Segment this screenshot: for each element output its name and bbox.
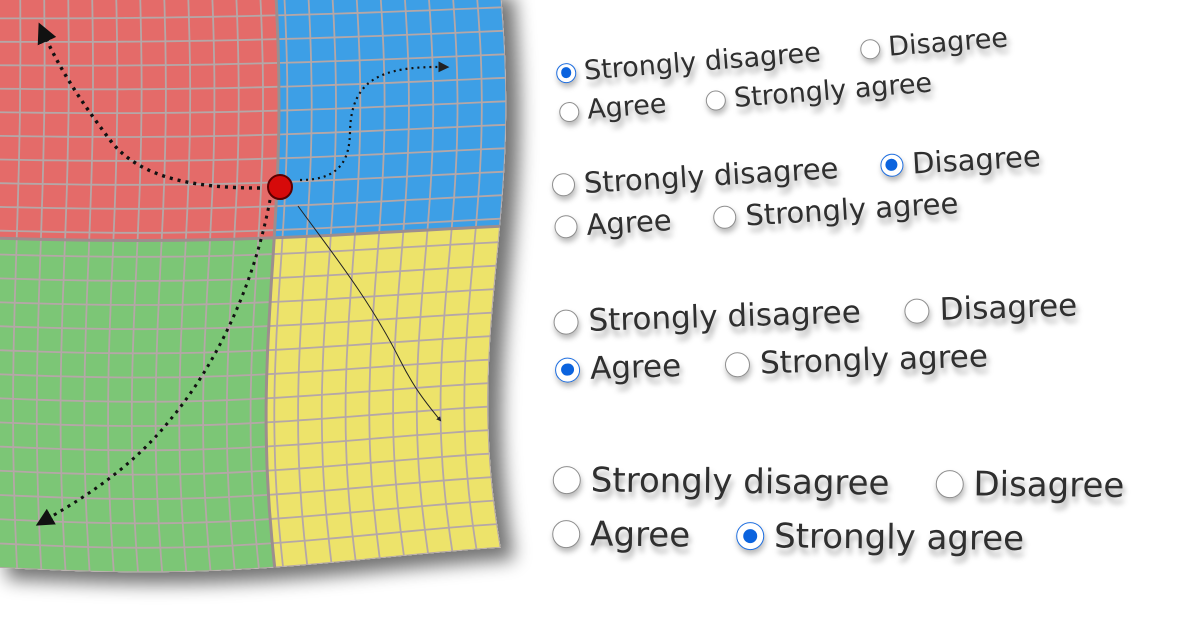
g2-radio-strongly-disagree[interactable]: [551, 172, 576, 197]
g2-option-disagree[interactable]: Disagree: [879, 138, 1042, 182]
g4-label-agree: Agree: [590, 514, 691, 556]
origin-dot: [267, 174, 293, 200]
g1-radio-agree[interactable]: [558, 100, 580, 123]
grid-line-horizontal: [0, 429, 489, 452]
g4-option-strongly-agree[interactable]: Strongly agree: [735, 516, 1025, 559]
g4-option-agree[interactable]: Agree: [552, 514, 690, 555]
grid-line-horizontal: [0, 100, 507, 114]
grid-line-horizontal: [0, 311, 493, 331]
g1-label-strongly-agree: Strongly agree: [732, 67, 934, 115]
grid-line-horizontal: [0, 217, 501, 234]
g1-radio-strongly-agree[interactable]: [705, 89, 727, 111]
g1-label-disagree: Disagree: [887, 22, 1010, 63]
g2-option-agree[interactable]: Agree: [553, 202, 673, 244]
g1-radio-strongly-disagree[interactable]: [555, 61, 577, 84]
grid-lines: [0, 0, 507, 573]
g2-radio-agree[interactable]: [553, 214, 579, 239]
g2-label-strongly-agree: Strongly agree: [744, 185, 960, 233]
g4-radio-strongly-agree[interactable]: [735, 521, 765, 551]
g1-radio-disagree[interactable]: [859, 37, 882, 60]
grid-line-horizontal: [0, 523, 498, 549]
g3-radio-disagree[interactable]: [904, 297, 931, 324]
grid-line-horizontal: [0, 499, 494, 525]
grid-line-horizontal: [0, 194, 503, 210]
g3-radio-strongly-disagree[interactable]: [553, 308, 579, 335]
grid-line-horizontal: [0, 382, 489, 403]
grid-line-horizontal: [0, 335, 491, 355]
g1-option-strongly-agree[interactable]: Strongly agree: [705, 68, 933, 117]
grid-line-horizontal: [0, 288, 495, 306]
quadrant-grid-svg: [0, 0, 507, 573]
g2-label-disagree: Disagree: [911, 138, 1042, 181]
quadrant-top-left: [0, 0, 279, 241]
likert-group-4-row-1: Strongly disagree Disagree: [552, 460, 1124, 506]
quadrant-illustration: [0, 0, 540, 628]
arrow-up-right: [299, 61, 450, 182]
g3-radio-strongly-agree[interactable]: [724, 351, 751, 378]
grid-line-horizontal: [0, 476, 492, 500]
quadrant-dividers: [0, 0, 501, 568]
g3-option-strongly-disagree[interactable]: Strongly disagree: [553, 294, 861, 340]
arrow-down-right: [297, 205, 442, 422]
g4-radio-agree[interactable]: [552, 519, 581, 549]
g4-label-strongly-disagree: Strongly disagree: [590, 460, 890, 504]
grid-line-horizontal: [0, 405, 489, 427]
grid-line-horizontal: [0, 264, 497, 282]
g3-option-disagree[interactable]: Disagree: [904, 288, 1078, 329]
g2-radio-disagree[interactable]: [879, 152, 904, 177]
likert-group-3-row-2: Agree Strongly agree: [554, 336, 1080, 388]
grid-line-horizontal: [0, 29, 504, 43]
g4-radio-disagree[interactable]: [935, 470, 964, 499]
grid-line-horizontal: [0, 241, 499, 258]
likert-group-3-row-1: Strongly disagree Disagree: [553, 288, 1078, 340]
g4-option-disagree[interactable]: Disagree: [935, 464, 1124, 506]
grid-line-horizontal: [0, 170, 505, 186]
g1-option-disagree[interactable]: Disagree: [859, 22, 1009, 64]
grid-line-horizontal: [0, 147, 506, 162]
grid-line-horizontal: [0, 6, 503, 20]
g4-label-strongly-agree: Strongly agree: [773, 516, 1025, 559]
grid-line-horizontal: [0, 123, 507, 138]
arrow-up-left: [37, 22, 261, 190]
g2-label-strongly-disagree: Strongly disagree: [582, 150, 840, 201]
quadrant-divider-vertical: [264, 0, 281, 568]
g2-radio-strongly-agree[interactable]: [712, 204, 738, 229]
g3-label-disagree: Disagree: [939, 287, 1078, 328]
grid-line-horizontal: [0, 53, 506, 67]
g3-option-strongly-agree[interactable]: Strongly agree: [724, 338, 989, 382]
quadrant-bottom-left: [0, 237, 275, 573]
likert-group-4-row-2: Agree Strongly agree: [552, 514, 1124, 560]
g4-option-strongly-disagree[interactable]: Strongly disagree: [552, 460, 890, 504]
g3-label-agree: Agree: [589, 348, 682, 387]
g3-radio-agree[interactable]: [554, 356, 581, 383]
grid-line-horizontal: [0, 452, 490, 476]
likert-group-2: Strongly disagree Disagree Agree Strongl…: [551, 139, 1045, 252]
g1-option-agree[interactable]: Agree: [558, 88, 668, 127]
g2-option-strongly-disagree[interactable]: Strongly disagree: [551, 151, 839, 202]
g1-label-agree: Agree: [585, 88, 668, 126]
g4-label-disagree: Disagree: [973, 464, 1125, 506]
quadrant-divider-horizontal: [0, 224, 501, 242]
grid-line-horizontal: [0, 358, 490, 379]
g2-option-strongly-agree[interactable]: Strongly agree: [712, 186, 959, 234]
g2-label-agree: Agree: [585, 202, 673, 242]
g3-label-strongly-agree: Strongly agree: [759, 338, 989, 382]
g3-label-strongly-disagree: Strongly disagree: [587, 294, 862, 339]
grid-line-horizontal: [0, 76, 506, 91]
g3-option-agree[interactable]: Agree: [554, 348, 682, 388]
likert-group-4: Strongly disagree Disagree Agree Strongl…: [552, 460, 1124, 574]
g4-radio-strongly-disagree[interactable]: [552, 465, 581, 495]
likert-group-3: Strongly disagree Disagree Agree Strongl…: [553, 288, 1080, 400]
likert-group-1: Strongly disagree Disagree Agree Strongl…: [555, 22, 1013, 135]
